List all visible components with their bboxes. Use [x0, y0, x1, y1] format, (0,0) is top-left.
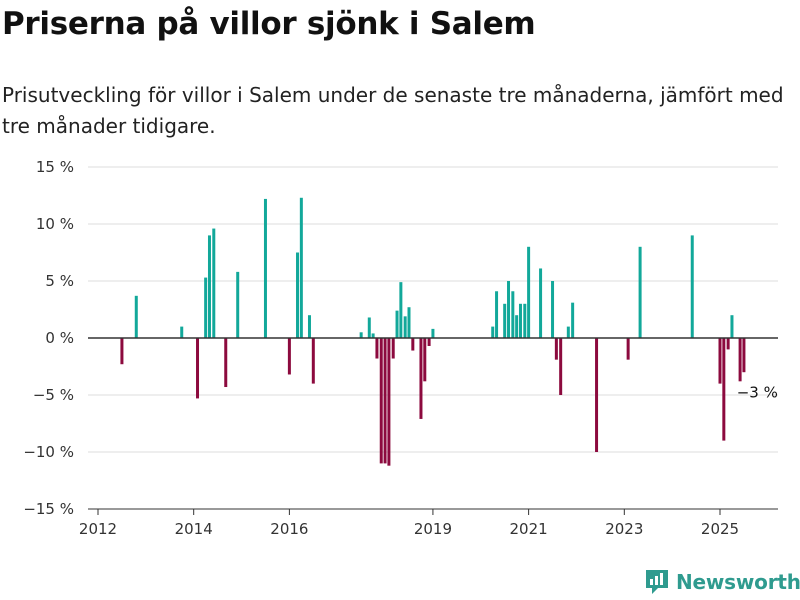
- bar: [359, 332, 363, 338]
- bar: [566, 326, 570, 338]
- bar: [207, 235, 211, 338]
- bar: [134, 295, 138, 338]
- x-tick-label: 2023: [605, 520, 643, 538]
- y-tick-label: −10 %: [23, 443, 74, 461]
- bar: [431, 328, 435, 338]
- bar: [551, 281, 555, 338]
- bar: [738, 338, 742, 382]
- bar: [742, 338, 746, 373]
- bar: [403, 316, 407, 338]
- bar: [423, 338, 427, 382]
- bar: [495, 291, 499, 338]
- bar: [299, 197, 303, 338]
- bar: [507, 281, 511, 338]
- bar: [236, 271, 240, 338]
- bar: [523, 303, 527, 338]
- y-tick-label: 0 %: [45, 329, 74, 347]
- bar: [367, 317, 371, 338]
- y-tick-label: −15 %: [23, 500, 74, 518]
- bar: [539, 268, 543, 338]
- bar: [224, 338, 228, 388]
- labels: 15 % 10 % 5 % 0 % −5 % −10 % −15 % 2012 2014 2016…: [23, 158, 778, 538]
- bar: [527, 246, 531, 338]
- annotation-label: −3 %: [737, 384, 778, 402]
- chart-title: Priserna på villor sjönk i Salem: [2, 6, 536, 42]
- bar: [722, 338, 726, 441]
- y-tick-label: 5 %: [45, 272, 74, 290]
- chart-subtitle: Prisutveckling för villor i Salem under …: [2, 83, 784, 138]
- brand-logo[interactable]: Newsworthy: [644, 568, 800, 596]
- x-tick-label: 2019: [414, 520, 452, 538]
- bar: [554, 338, 558, 360]
- bar: [379, 338, 383, 464]
- bar: [387, 338, 391, 466]
- bar: [503, 303, 507, 338]
- bar: [371, 333, 375, 338]
- newsworthy-logo-icon: [646, 570, 668, 594]
- bar: [204, 277, 208, 338]
- x-tick-label: 2014: [175, 520, 213, 538]
- bar: [196, 338, 200, 399]
- bar: [383, 338, 387, 464]
- bar: [307, 315, 311, 338]
- bar: [120, 338, 124, 365]
- y-tick-label: 15 %: [36, 158, 74, 176]
- x-tick-label: 2021: [510, 520, 548, 538]
- bar: [511, 291, 515, 338]
- bar: [515, 315, 519, 338]
- bar: [491, 326, 495, 338]
- bar: [718, 338, 722, 384]
- bar: [180, 326, 184, 338]
- brand-name: Newsworthy: [676, 570, 800, 594]
- bar: [375, 338, 379, 359]
- bar: [311, 338, 315, 384]
- bar: [626, 338, 630, 360]
- bar: [690, 235, 694, 338]
- bar: [391, 338, 395, 359]
- x-tick-label: 2016: [270, 520, 308, 538]
- bar: [638, 246, 642, 338]
- bars: [120, 197, 746, 466]
- bar: [419, 338, 423, 419]
- bar: [559, 338, 563, 395]
- axes: [88, 337, 778, 515]
- bar: [427, 338, 431, 346]
- bar: [595, 338, 599, 452]
- bar: [518, 303, 522, 338]
- x-tick-label: 2012: [79, 520, 117, 538]
- bar: [287, 338, 291, 375]
- bar: [407, 307, 411, 338]
- x-tick-label: 2025: [701, 520, 739, 538]
- y-tick-label: −5 %: [33, 386, 74, 404]
- bar: [399, 282, 403, 338]
- bar: [726, 338, 730, 350]
- bar: [212, 228, 216, 338]
- bar: [395, 310, 399, 338]
- bar: [571, 302, 575, 338]
- bar: [411, 338, 415, 351]
- bar: [296, 252, 300, 338]
- y-tick-label: 10 %: [36, 215, 74, 233]
- bar: [730, 315, 734, 338]
- bar: [263, 198, 267, 338]
